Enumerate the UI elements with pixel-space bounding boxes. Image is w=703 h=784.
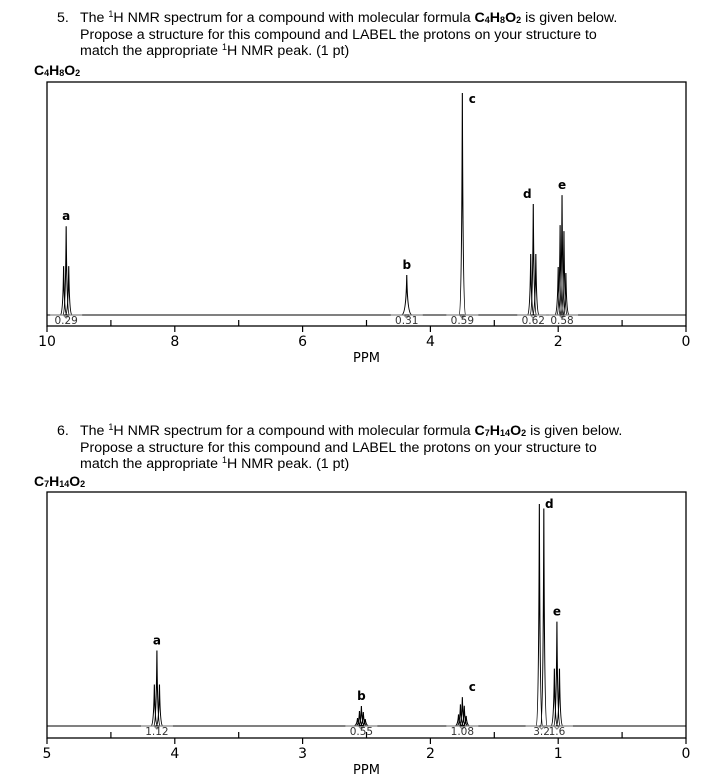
integration-value: 3.2 (533, 726, 550, 738)
molecular-formula: C4H8O2 (474, 10, 522, 26)
x-tick-label: 1 (554, 746, 563, 762)
x-tick-label: 4 (426, 334, 435, 350)
x-tick-label: 2 (426, 746, 435, 762)
peak-e: e 1.6 (540, 605, 573, 738)
x-axis-label: PPM (353, 763, 380, 778)
integration-value: 0.31 (395, 315, 418, 327)
peak-c: c 0.59 (446, 92, 479, 327)
question-number: 5. (57, 10, 69, 26)
x-tick-label: 0 (682, 746, 691, 762)
x-axis-label: PPM (353, 351, 380, 366)
peak-label: d (523, 187, 532, 201)
x-tick-label: 4 (170, 746, 179, 762)
integration-value: 0.62 (522, 315, 545, 327)
peak-label: d (545, 497, 554, 511)
x-tick-label: 0 (682, 334, 691, 350)
peak-label: b (357, 689, 366, 703)
nmr-spectrum-1: 10 8 6 4 2 0 PPM a 0.29 b 0.31 c 0.59 d 0.62 e 0.58 (38, 81, 691, 366)
peak-d: d 3.2 (525, 497, 558, 738)
peak-label: a (153, 634, 161, 648)
integration-value: 0.29 (54, 315, 77, 327)
integration-value: 0.55 (350, 726, 373, 738)
peak-a: a 1.12 (140, 634, 173, 738)
peak-label: c (469, 92, 476, 106)
x-tick-label: 10 (38, 334, 56, 350)
chart-title-2: C7H14O2 (34, 473, 86, 489)
molecular-formula: C7H14O2 (474, 423, 527, 439)
x-tick-label: 6 (298, 334, 307, 350)
integration-value: 0.58 (550, 315, 573, 327)
peak-label: c (469, 680, 476, 694)
integration-value: 1.12 (145, 726, 168, 738)
integration-value: 1.08 (451, 726, 474, 738)
peak-label: e (553, 605, 561, 619)
peak-label: e (558, 178, 566, 192)
peak-c: c 1.08 (446, 680, 479, 738)
integration-value: 1.6 (549, 726, 566, 738)
integration-value: 0.59 (451, 315, 474, 327)
chart-title-1: C4H8O2 (34, 62, 81, 78)
x-tick-label: 3 (298, 746, 307, 762)
plot-frame (46, 491, 687, 739)
peak-label: a (62, 209, 70, 223)
peak-a: a 0.29 (50, 209, 83, 327)
question-text: The 1H NMR spectrum for a compound with … (80, 9, 618, 60)
peak-label: b (402, 258, 411, 272)
question-number: 6. (57, 423, 69, 439)
peak-d: d 0.62 (517, 187, 550, 327)
question-text: The 1H NMR spectrum for a compound with … (80, 422, 623, 473)
x-tick-label: 2 (554, 334, 563, 350)
peak-b: b 0.55 (345, 689, 378, 738)
x-tick-label: 8 (170, 334, 179, 350)
peak-b: b 0.31 (390, 258, 423, 327)
x-tick-label: 5 (43, 746, 52, 762)
peak-e: e 0.58 (546, 178, 579, 327)
